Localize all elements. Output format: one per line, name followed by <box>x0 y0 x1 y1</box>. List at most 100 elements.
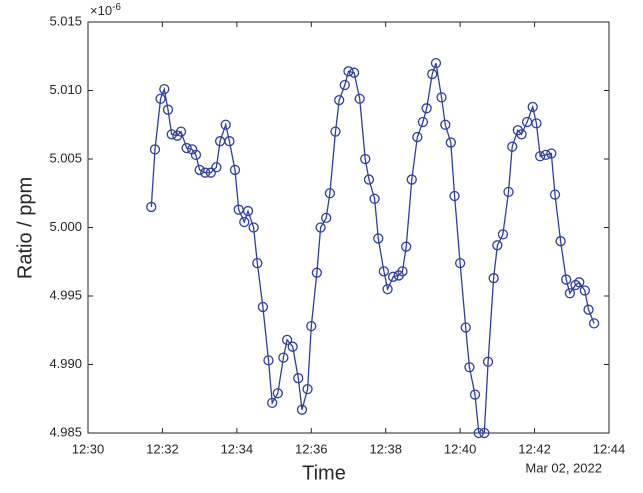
marker <box>263 355 274 366</box>
marker <box>369 193 380 204</box>
marker <box>248 222 259 233</box>
marker <box>430 57 442 69</box>
marker <box>497 229 509 240</box>
marker <box>224 136 235 147</box>
marker <box>242 205 254 217</box>
marker <box>440 119 451 130</box>
marker <box>445 137 456 148</box>
marker <box>378 266 390 277</box>
x-tick-label: 12:32 <box>146 441 179 456</box>
marker <box>190 149 202 161</box>
x-tick-label: 12:40 <box>444 441 477 456</box>
marker <box>540 149 551 161</box>
x-date-label: Mar 02, 2022 <box>525 460 602 475</box>
marker <box>181 142 192 154</box>
marker <box>220 119 231 130</box>
marker <box>531 118 542 129</box>
marker <box>363 174 375 185</box>
marker <box>360 153 371 165</box>
marker <box>507 141 518 152</box>
marker <box>479 427 490 439</box>
marker <box>488 273 499 284</box>
marker <box>229 164 241 176</box>
x-axis-label: Time <box>302 462 346 484</box>
marker <box>527 101 538 113</box>
marker <box>460 322 471 333</box>
y-axis-label: Ratio / ppm <box>14 177 36 279</box>
marker <box>417 116 429 128</box>
marker <box>574 277 585 288</box>
y-tick-label: 4.985 <box>49 424 82 439</box>
marker <box>421 103 432 114</box>
y-exponent-base: ×10 <box>90 3 112 18</box>
marker <box>339 79 350 91</box>
marker <box>159 83 170 95</box>
marker <box>473 427 484 439</box>
marker <box>427 68 438 80</box>
marker <box>194 164 205 176</box>
marker <box>535 151 546 162</box>
marker <box>555 236 566 247</box>
marker <box>324 188 336 199</box>
marker <box>205 167 216 178</box>
marker <box>257 301 269 313</box>
marker <box>588 318 600 329</box>
marker <box>155 93 166 104</box>
marker <box>166 129 177 140</box>
marker <box>278 352 289 363</box>
y-tick-label: 4.995 <box>49 287 82 302</box>
y-tick-label: 5.015 <box>49 13 82 28</box>
marker <box>252 257 263 269</box>
x-tick-label: 12:42 <box>518 441 551 456</box>
x-tick-label: 12:30 <box>72 441 105 456</box>
marker <box>311 267 323 278</box>
y-exponent: ×10-6 <box>90 2 121 19</box>
marker <box>382 283 393 295</box>
marker <box>406 174 417 185</box>
marker <box>200 167 211 178</box>
marker <box>482 356 494 367</box>
line <box>150 62 595 434</box>
marker <box>549 189 561 200</box>
marker <box>348 67 360 78</box>
marker <box>302 384 313 395</box>
marker <box>187 144 198 155</box>
x-tick-label: 12:36 <box>295 441 328 456</box>
marker <box>272 388 283 399</box>
x-tick-label: 12:34 <box>221 441 254 456</box>
marker <box>321 212 332 224</box>
y-tick-label: 4.990 <box>49 356 82 371</box>
x-tick-label: 12:44 <box>593 441 626 456</box>
marker <box>564 288 576 299</box>
y-tick-label: 5.000 <box>49 219 82 234</box>
y-exponent-power: -6 <box>112 2 121 13</box>
marker <box>373 233 384 244</box>
marker <box>287 341 298 352</box>
marker <box>293 373 304 384</box>
marker <box>579 285 590 296</box>
marker <box>516 129 527 140</box>
marker <box>503 186 514 198</box>
marker <box>388 271 399 282</box>
marker <box>281 334 293 345</box>
marker <box>454 257 466 269</box>
marker <box>401 241 412 252</box>
marker <box>343 66 354 77</box>
x-tick-label: 12:38 <box>369 441 402 456</box>
marker <box>267 397 278 409</box>
marker <box>412 131 423 143</box>
marker <box>583 304 594 315</box>
marker <box>239 216 250 228</box>
marker <box>306 320 317 332</box>
marker <box>397 266 408 277</box>
marker <box>334 94 345 106</box>
marker <box>330 126 341 137</box>
marker <box>464 362 475 373</box>
marker <box>149 144 161 155</box>
marker <box>469 389 481 400</box>
marker <box>211 162 222 173</box>
marker <box>449 190 460 202</box>
y-tick-label: 5.010 <box>49 82 82 97</box>
